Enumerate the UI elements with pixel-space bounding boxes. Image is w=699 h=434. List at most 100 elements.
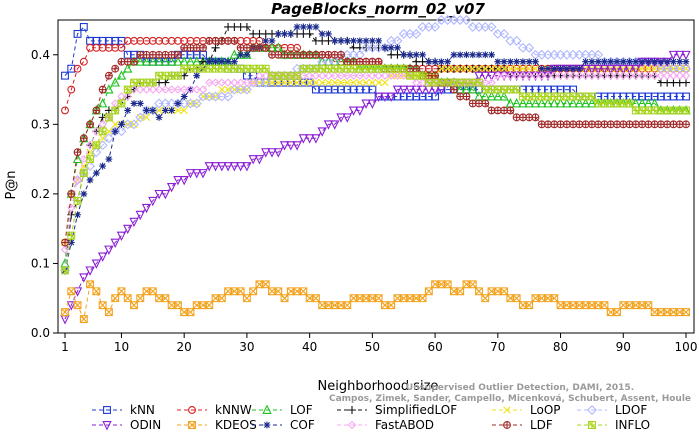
x-tick-label: 10 [114,340,129,354]
point-cof [318,30,326,38]
point-odin [486,71,497,82]
x-tick-label: 30 [239,340,254,354]
point-ldf [261,43,270,52]
point-kdeos [525,301,534,310]
point-odin [217,162,227,172]
point-lof [468,84,478,94]
point-loop [80,162,88,170]
point-cof [362,37,370,45]
point-ldf [173,50,182,59]
point-fastabod [129,85,139,94]
point-ldof [511,35,522,46]
legend-item-ldof: LDOF [577,403,647,417]
point-lof [543,98,553,108]
legend-item-simplifiedlof: SimplifiedLOF [337,403,457,417]
point-cof [525,58,533,66]
point-loop [456,64,464,73]
point-fastabod [380,71,390,80]
point-cof [218,58,226,66]
point-simplifiedlof [242,22,251,31]
point-cof [118,120,125,128]
point-lof [148,56,158,66]
point-lof [537,98,547,108]
point-lof [123,63,133,73]
point-cof [136,100,144,107]
point-kdeos [117,287,126,296]
point-lof [549,98,559,108]
x-axis: 1 10 20 30 40 50 60 70 80 90 100 [61,333,697,354]
point-loop [619,64,628,73]
legend-marker-simplifiedlof [348,406,356,414]
series-layer [60,15,691,325]
point-odin [267,148,277,158]
point-inflo [117,99,126,108]
point-cof [350,37,357,45]
point-kdeos [280,294,289,303]
point-fastabod [355,71,364,80]
point-cof [387,44,395,52]
point-ldf [449,85,458,94]
point-fastabod [336,71,346,80]
point-odin [192,169,202,179]
point-odin [361,99,371,109]
point-simplifiedlof [161,78,170,87]
point-loop [644,64,653,73]
point-knnw [79,57,88,66]
point-fastabod [192,85,201,94]
point-lof [72,153,83,164]
point-fastabod [343,71,352,80]
legend-marker-ldf [503,421,511,429]
point-loop [312,78,320,87]
point-fastabod [223,78,233,87]
legend-label: COF [290,418,315,432]
point-fastabod [249,78,258,87]
point-odin [631,64,641,75]
point-inflo [67,231,76,240]
point-kdeos [73,301,82,310]
legend-item-lof: LOF [252,403,313,417]
point-fastabod [186,85,195,94]
point-cof [513,58,521,66]
legend-marker-knnw [188,406,196,414]
point-kdeos [186,308,195,317]
point-inflo [92,141,101,150]
point-cof [394,44,401,52]
point-lof [530,98,541,108]
point-cof [594,58,602,66]
point-cof [230,58,238,66]
point-loop [481,64,490,73]
point-ldof [524,42,535,53]
point-inflo [79,169,88,177]
point-fastabod [512,71,521,80]
point-inflo [104,113,113,122]
point-cof [287,30,295,38]
point-cof [105,155,113,163]
point-odin [380,92,390,102]
point-fastabod [656,71,666,80]
point-cof [563,65,571,73]
point-odin [367,99,378,109]
point-fastabod [681,71,691,80]
legend-item-kdeos: KDEOS [177,418,257,432]
point-ldf [79,134,88,143]
point-fastabod [506,71,515,80]
point-cof [444,58,452,66]
point-fastabod [644,71,653,80]
legend-label: LDF [530,418,553,432]
point-cof [205,58,213,66]
point-odin [624,64,635,75]
point-odin [593,64,603,75]
point-inflo [111,106,120,115]
point-fastabod [637,71,647,80]
point-odin [72,287,83,297]
point-inflo [61,266,69,275]
point-odin [198,169,208,179]
point-loop [525,64,533,73]
point-fastabod [148,85,157,94]
point-lof [160,56,171,66]
point-odin [606,64,616,75]
legend-label: INFLO [615,418,650,432]
point-fastabod [142,85,151,94]
point-cof [663,58,671,66]
point-odin [242,162,252,172]
